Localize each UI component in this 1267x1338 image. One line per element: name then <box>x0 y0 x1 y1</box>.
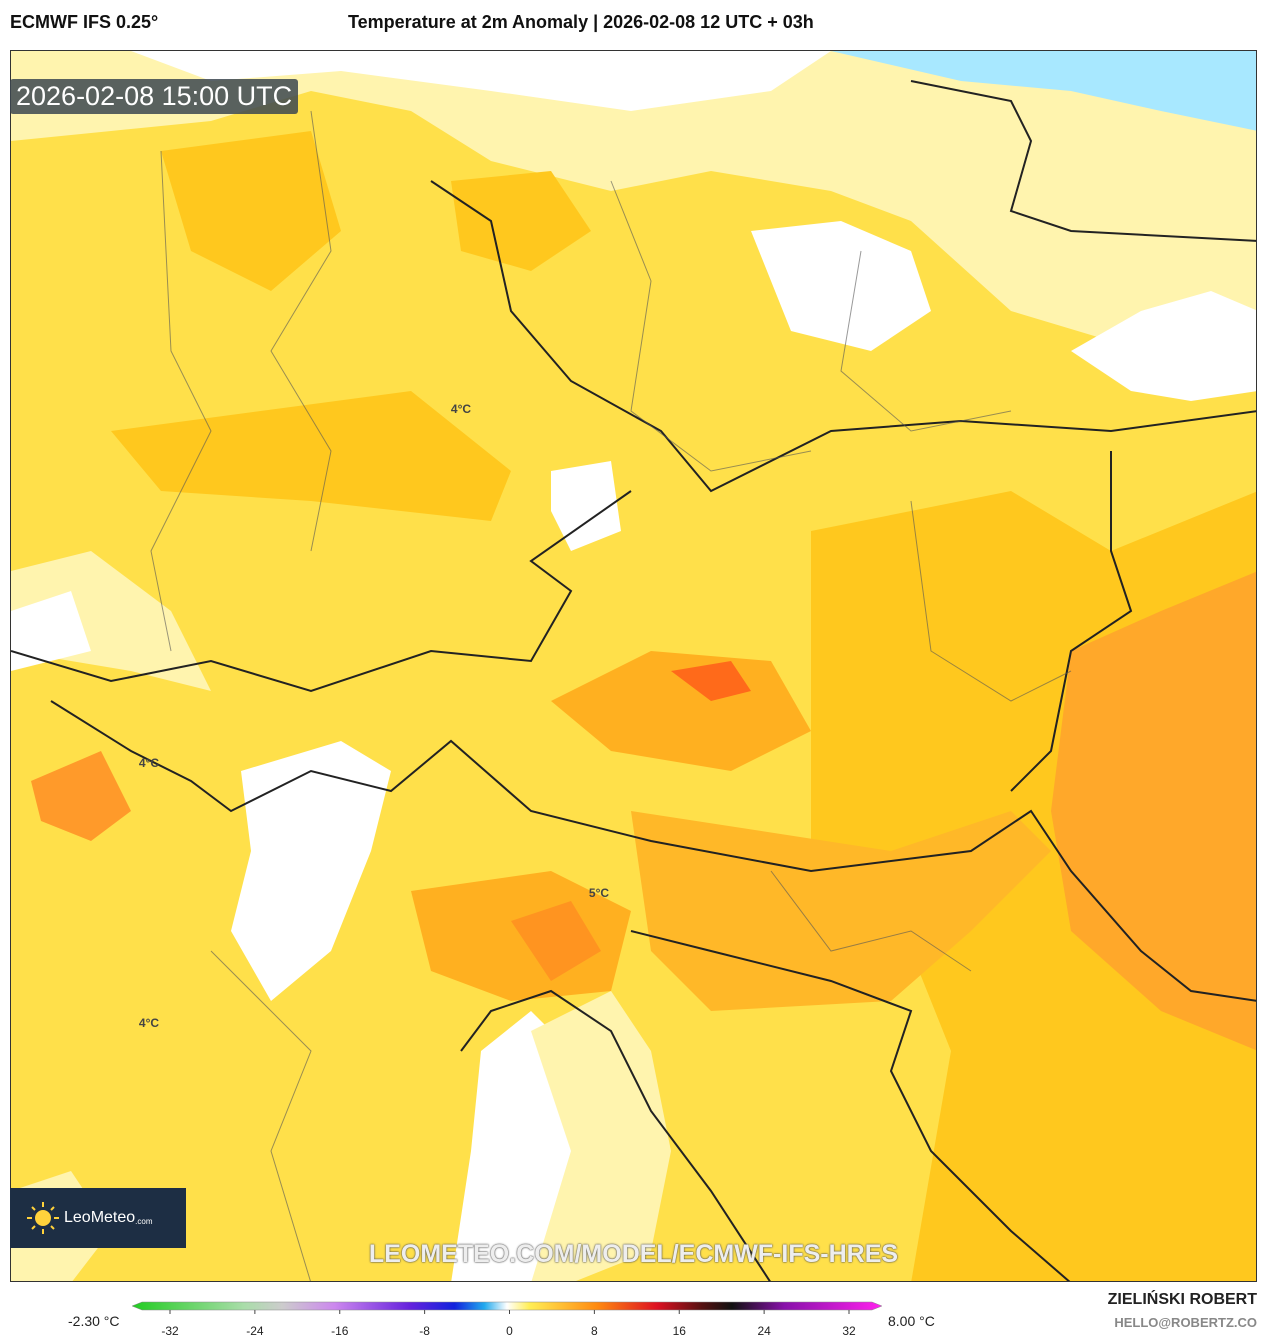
hot-zone <box>671 661 751 701</box>
logo-sun <box>27 1202 59 1234</box>
author: ZIELIŃSKI ROBERT <box>1107 1291 1257 1308</box>
white-zone <box>231 741 391 1001</box>
map-title: Temperature at 2m Anomaly | 2026-02-08 1… <box>348 12 814 32</box>
orange-zone <box>631 811 1051 1011</box>
orange-zone <box>511 901 601 981</box>
colorbar-tick-label: -8 <box>419 1324 430 1338</box>
colorbar-tick-label: 8 <box>591 1324 598 1338</box>
colorbar-max: 8.00 °C <box>888 1313 935 1329</box>
orange-zone <box>1051 571 1256 1051</box>
url-watermark: LEOMETEO.COM/MODEL/ECMWF-IFS-HRES <box>368 1240 899 1268</box>
logo-name: LeoMeteo <box>64 1209 136 1226</box>
contour-label: 4°C <box>139 756 159 770</box>
white-zone <box>1071 291 1256 401</box>
warm-zone <box>111 391 511 521</box>
borders <box>11 80 1256 1281</box>
logo: LeoMeteo .com <box>10 1188 186 1248</box>
pale-zone <box>11 51 1256 381</box>
contour-label: 5°C <box>589 886 609 900</box>
pale-zone <box>531 991 671 1281</box>
warm-zone <box>161 131 341 291</box>
colorbar-tick-label: -24 <box>246 1324 264 1338</box>
warm-zone <box>451 171 591 271</box>
cold-zone <box>831 51 1256 131</box>
region-borders <box>150 110 1072 1281</box>
white-zone <box>751 221 931 351</box>
logo-suffix: .com <box>135 1216 153 1226</box>
email: HELLO@ROBERTZ.CO <box>1114 1315 1257 1330</box>
map: 4°C 4°C 5°C 4°C <box>10 50 1257 1282</box>
colorbar-ramp <box>131 1301 883 1311</box>
white-zone <box>131 51 831 111</box>
white-zone <box>551 461 621 551</box>
contour-label: 4°C <box>139 1016 159 1030</box>
valid-time: 2026-02-08 15:00 UTC <box>10 79 299 114</box>
colorbar-tick-label: -16 <box>331 1324 349 1338</box>
orange-zone <box>551 651 811 771</box>
colorbar-tick-label: 0 <box>506 1324 513 1338</box>
colorbar-tick-label: 16 <box>673 1324 687 1338</box>
colorbar-tick-label: -32 <box>161 1324 179 1338</box>
colorbar: -32 -24 -16 -8 0 8 16 24 32 <box>131 1301 883 1338</box>
colorbar-min: -2.30 °C <box>68 1313 120 1329</box>
model-name: ECMWF IFS 0.25° <box>10 12 159 32</box>
colorbar-tick-label: 24 <box>757 1324 771 1338</box>
contour-label: 4°C <box>451 402 471 416</box>
orange-zone <box>31 751 131 841</box>
colorbar-tick-label: 32 <box>842 1324 856 1338</box>
white-zone <box>11 591 91 671</box>
